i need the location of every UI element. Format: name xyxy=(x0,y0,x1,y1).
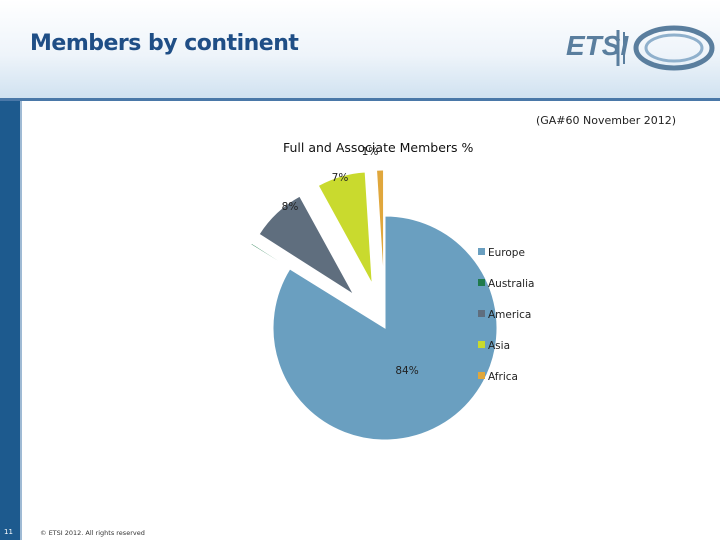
legend-swatch-america xyxy=(478,310,485,317)
chart-title: Full and Associate Members % xyxy=(283,140,474,155)
data-label-africa: 1% xyxy=(362,146,379,158)
slide-title: Members by continent xyxy=(30,31,299,56)
pie-slice-europe xyxy=(272,215,498,441)
left-sidebar-accent xyxy=(20,101,22,540)
legend-swatch-africa xyxy=(478,372,485,379)
legend-label-asia: Asia xyxy=(488,340,510,352)
slide-header xyxy=(0,0,720,100)
page-number: 11 xyxy=(4,528,13,536)
chart-subtitle: (GA#60 November 2012) xyxy=(535,114,676,127)
legend-swatch-asia xyxy=(478,341,485,348)
left-sidebar-bar xyxy=(0,101,20,540)
legend-label-america: America xyxy=(488,309,531,321)
copyright-notice: © ETSI 2012. All rights reserved xyxy=(40,529,145,537)
pie-slice-africa xyxy=(376,169,385,283)
data-label-america: 8% xyxy=(282,201,299,213)
legend-label-africa: Africa xyxy=(488,371,518,383)
legend-swatch-europe xyxy=(478,248,485,255)
legend-label-europe: Europe xyxy=(488,247,525,259)
legend-swatch-australia xyxy=(478,279,485,286)
data-label-europe: 84% xyxy=(395,365,418,377)
pie-slice-america xyxy=(258,195,354,295)
data-label-asia: 7% xyxy=(332,172,349,184)
header-divider xyxy=(0,98,720,101)
legend-label-australia: Australia xyxy=(488,278,534,290)
pie-slice-australia xyxy=(250,242,347,304)
etsi-logo: ETSI xyxy=(566,25,715,71)
pie-slice-asia xyxy=(317,171,373,285)
